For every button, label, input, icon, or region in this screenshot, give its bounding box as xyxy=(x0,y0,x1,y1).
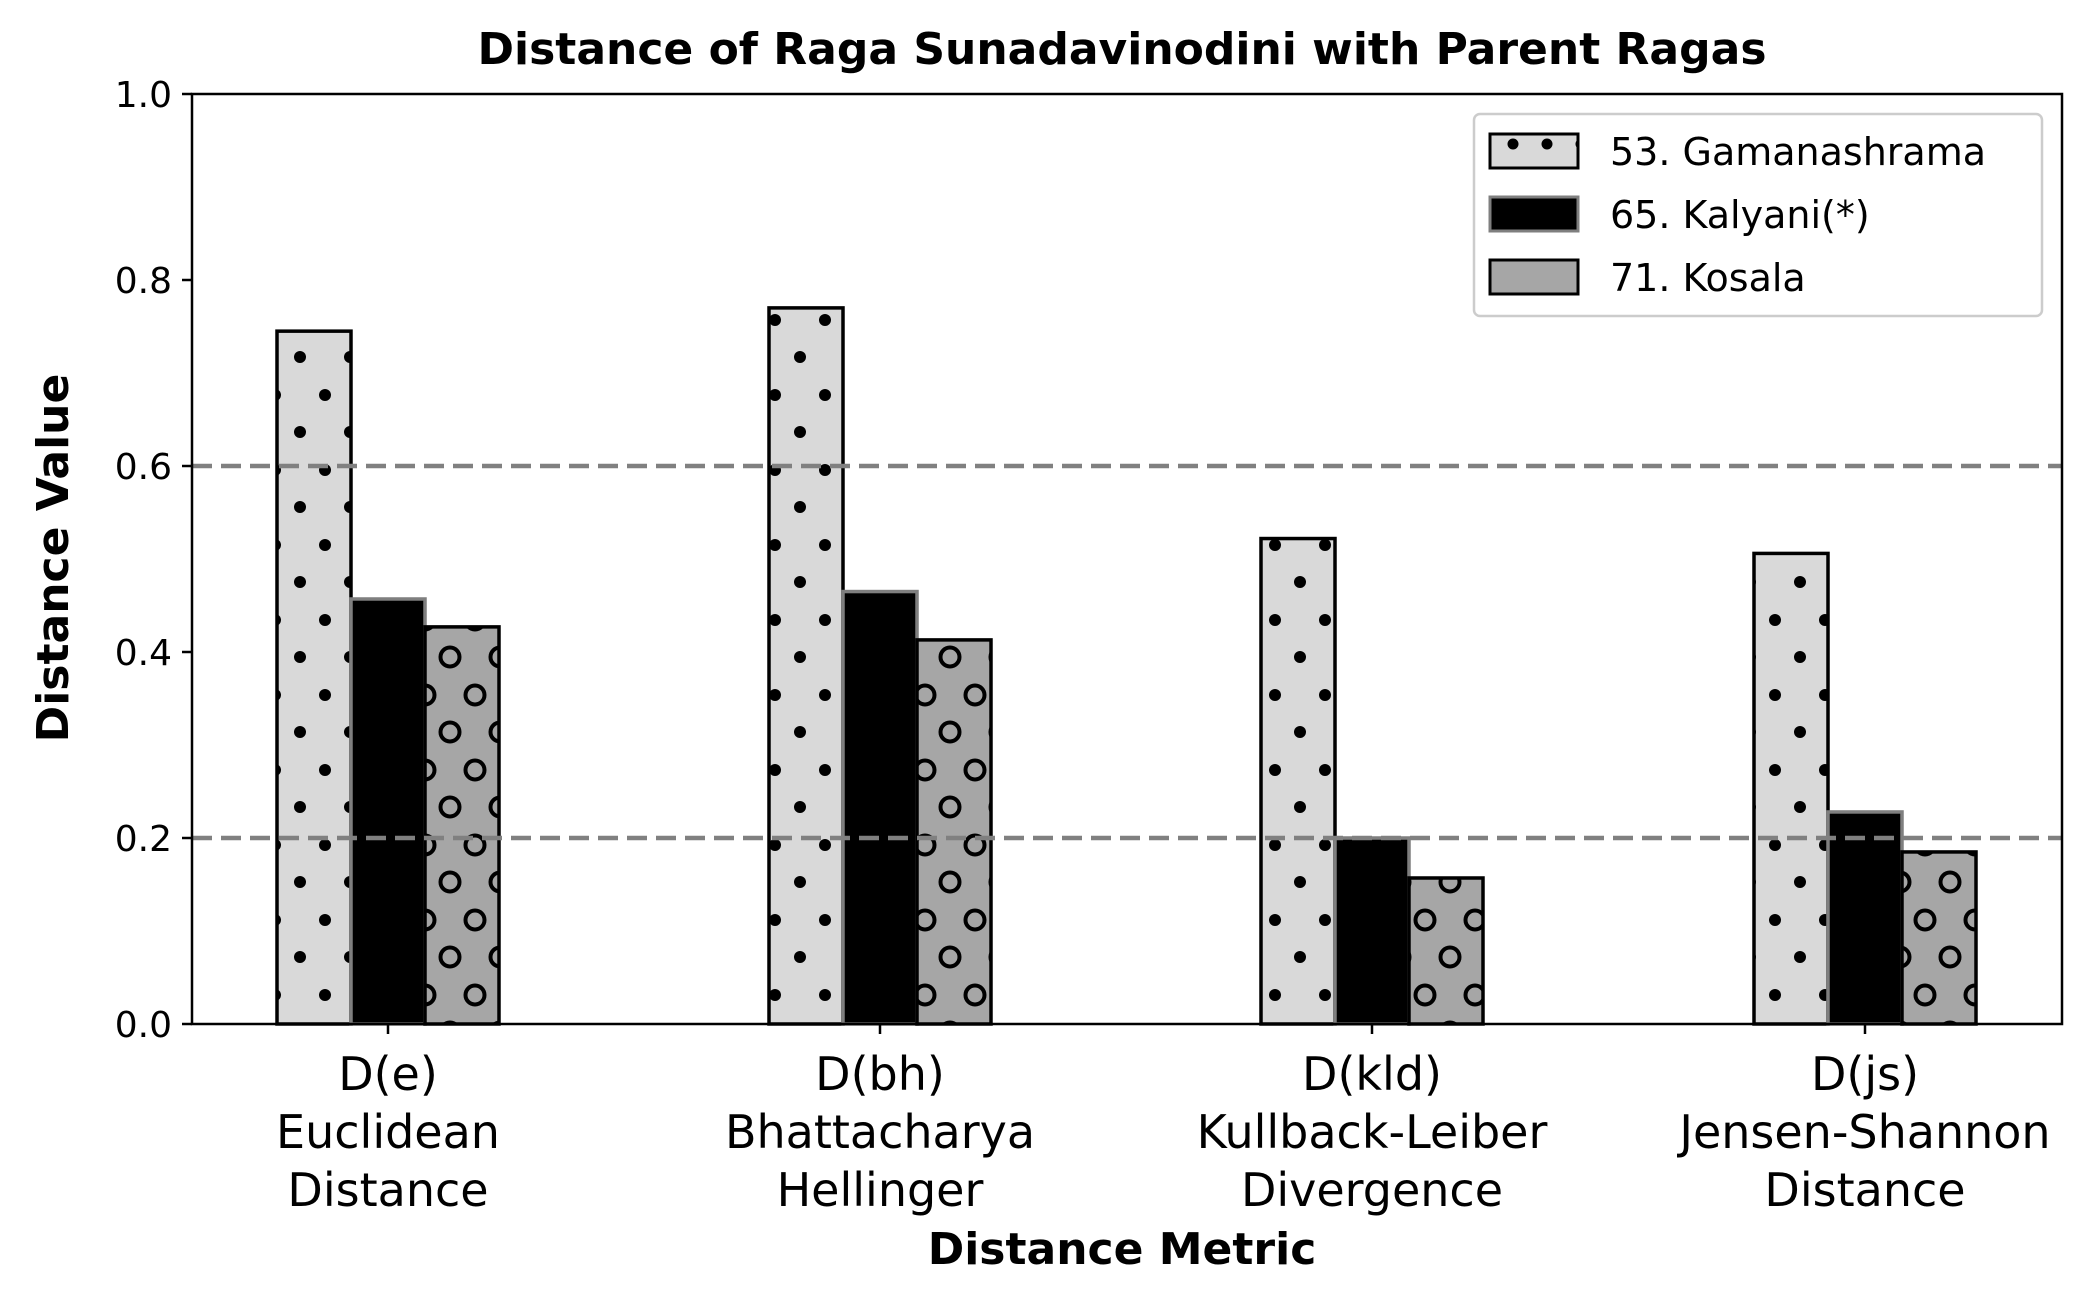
bar-2-3 xyxy=(1335,838,1409,1024)
x-tick-label-3-3: Divergence xyxy=(1241,1163,1503,1217)
y-tick-label-6: 1.0 xyxy=(115,75,172,116)
x-tick-label-1-1: D(e) xyxy=(338,1047,438,1101)
bar-3-3 xyxy=(1409,878,1483,1024)
y-tick-label-4: 0.6 xyxy=(115,447,172,488)
chart-title: Distance of Raga Sunadavinodini with Par… xyxy=(477,24,1766,75)
bar-1-2 xyxy=(769,308,843,1024)
bar-3-1 xyxy=(425,627,499,1024)
y-tick-label-5: 0.8 xyxy=(115,261,172,302)
x-tick-label-4-1: D(js) xyxy=(1811,1047,1919,1101)
x-tick-label-4-3: Distance xyxy=(1764,1163,1965,1217)
x-tick-label-3-2: Kullback-Leiber xyxy=(1197,1105,1548,1159)
x-tick-label-2-2: Bhattacharya xyxy=(725,1105,1035,1159)
y-tick-label-1: 0.0 xyxy=(115,1005,172,1046)
bar-2-4 xyxy=(1828,812,1902,1024)
x-tick-label-2-1: D(bh) xyxy=(815,1047,945,1101)
legend-label-3: 71. Kosala xyxy=(1610,256,1806,300)
bar-1-1 xyxy=(277,331,351,1024)
bar-3-2 xyxy=(917,640,991,1024)
legend-label-1: 53. Gamanashrama xyxy=(1610,130,1986,174)
legend: 53. Gamanashrama 65. Kalyani(*) 71. Kosala xyxy=(1474,114,2042,316)
legend-swatch-2 xyxy=(1490,197,1578,231)
legend-swatch-3 xyxy=(1490,260,1578,294)
x-tick-label-1-2: Euclidean xyxy=(276,1105,500,1159)
x-axis-label: Distance Metric xyxy=(928,1224,1317,1275)
y-tick-label-3: 0.4 xyxy=(115,633,172,674)
bar-3-4 xyxy=(1902,852,1976,1024)
y-axis-label: Distance Value xyxy=(28,374,79,743)
x-tick-label-4-2: Jensen-Shannon xyxy=(1676,1105,2050,1159)
legend-label-2: 65. Kalyani(*) xyxy=(1610,193,1870,237)
bar-2-2 xyxy=(843,592,917,1024)
legend-swatch-1 xyxy=(1490,134,1578,168)
y-tick-label-2: 0.2 xyxy=(115,819,172,860)
x-tick-label-2-3: Hellinger xyxy=(777,1163,984,1217)
bar-1-3 xyxy=(1261,539,1335,1024)
bar-1-4 xyxy=(1754,553,1828,1024)
x-tick-label-1-3: Distance xyxy=(287,1163,488,1217)
bar-2-1 xyxy=(351,599,425,1024)
x-tick-label-3-1: D(kld) xyxy=(1302,1047,1442,1101)
